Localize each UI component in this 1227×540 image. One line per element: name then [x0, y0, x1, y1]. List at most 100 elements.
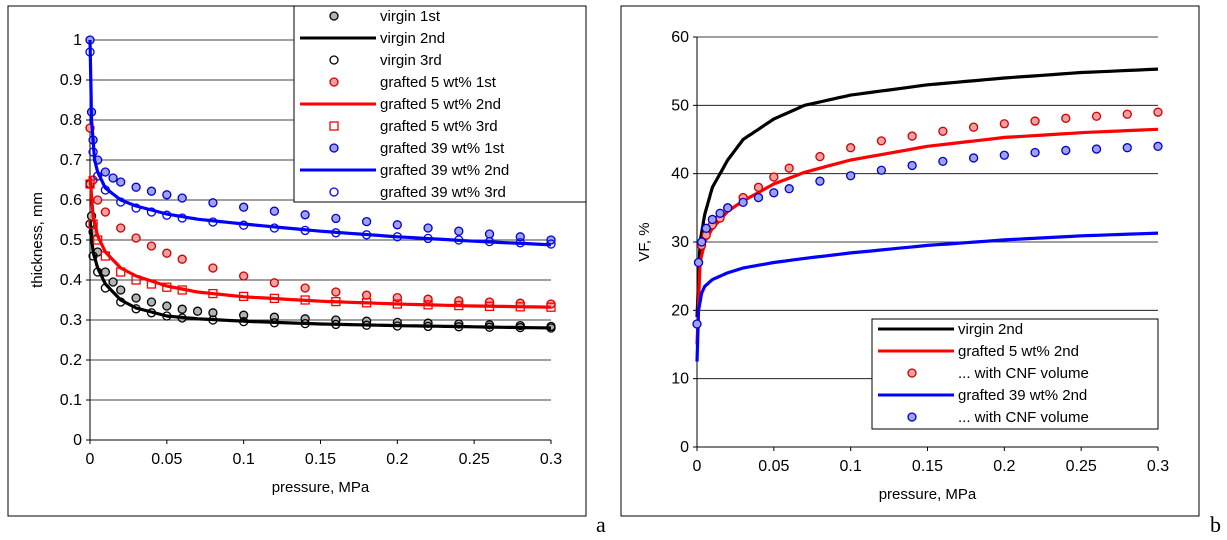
chart-frame	[620, 5, 1200, 517]
data-point	[177, 313, 187, 323]
x-tick-label: 0.25	[1066, 458, 1097, 475]
data-point	[85, 47, 95, 57]
data-point	[907, 131, 917, 141]
legend-label: virgin 3rd	[380, 52, 442, 69]
legend-label: grafted 39 wt% 1st	[380, 140, 505, 157]
data-point	[300, 210, 310, 220]
x-tick-label: 0.3	[1147, 458, 1169, 475]
legend-label: grafted 5 wt% 1st	[380, 74, 497, 91]
data-point	[100, 207, 111, 217]
panel-label-b: b	[1210, 512, 1221, 537]
data-point	[546, 302, 556, 312]
data-point	[208, 263, 218, 273]
data-point	[999, 150, 1009, 160]
legend-label: grafted 39 wt% 3rd	[380, 184, 506, 201]
data-point	[331, 296, 341, 307]
series-5	[85, 179, 556, 312]
data-point	[784, 184, 794, 194]
data-point	[100, 283, 111, 293]
data-point	[515, 322, 525, 333]
series-8	[85, 47, 556, 249]
y-tick-label: 20	[671, 302, 689, 319]
data-point	[546, 239, 556, 249]
x-tick-label: 0.3	[540, 451, 562, 468]
data-point	[269, 293, 280, 304]
x-tick-label: 0.15	[305, 451, 336, 468]
data-point	[93, 267, 103, 277]
data-point	[715, 208, 725, 218]
data-point	[484, 301, 495, 312]
x-tick-label: 0	[86, 451, 95, 468]
data-point	[208, 308, 218, 318]
data-point	[131, 182, 141, 192]
data-point	[88, 147, 98, 157]
data-point	[146, 207, 157, 217]
data-point	[239, 316, 249, 327]
data-point	[131, 203, 141, 213]
data-point	[738, 197, 748, 208]
y-tick-label: 0	[680, 439, 689, 456]
data-point	[696, 237, 707, 247]
data-point	[208, 198, 218, 208]
data-point	[938, 156, 948, 167]
data-point	[692, 319, 702, 329]
data-point	[707, 214, 718, 225]
data-point	[131, 293, 141, 303]
data-point	[361, 290, 372, 300]
legend: virgin 2nd grafted 5 wt% 2nd ... with CNF …	[871, 318, 1159, 430]
data-point	[1122, 143, 1132, 153]
chart-b-volume-fraction: 0 10 20 30 40 50 60 0 0.05 0.1 0.15 0.2 0.25 0.3 press…	[620, 5, 1200, 517]
y-tick-label: 0.7	[60, 152, 82, 169]
data-point	[208, 217, 218, 227]
series-6	[85, 35, 556, 245]
data-point	[1122, 109, 1132, 119]
data-point	[100, 167, 111, 177]
data-point	[116, 197, 126, 207]
series-line	[695, 67, 1159, 318]
data-point	[423, 300, 433, 310]
y-tick-label: 50	[671, 97, 689, 114]
data-point	[999, 119, 1009, 129]
data-point	[239, 271, 249, 281]
data-point	[846, 143, 856, 153]
y-tick-label: 0	[73, 432, 82, 449]
data-point	[546, 323, 556, 333]
data-point	[454, 296, 464, 306]
data-point	[239, 310, 249, 320]
data-point	[239, 291, 249, 302]
y-tick-label: 1	[73, 32, 82, 49]
x-tick-label: 0.05	[151, 451, 182, 468]
y-tick-label: 0.3	[60, 312, 82, 329]
data-point	[131, 275, 141, 285]
data-point	[146, 297, 157, 307]
data-point	[392, 220, 402, 230]
data-point	[177, 193, 187, 203]
data-point	[162, 248, 172, 258]
data-point	[361, 320, 372, 330]
legend-swatch	[907, 368, 917, 378]
data-point	[146, 308, 157, 318]
data-point	[116, 285, 126, 295]
legend-label: virgin 2nd	[958, 321, 1023, 338]
series-7	[88, 39, 552, 247]
y-axis-label: VF, %	[636, 222, 653, 261]
data-point	[484, 229, 495, 239]
legend-box	[871, 318, 1159, 430]
data-point	[454, 300, 464, 311]
y-axis-label: thickness, mm	[29, 192, 46, 288]
data-point	[208, 288, 218, 299]
data-point	[515, 302, 525, 312]
y-tick-label: 0.1	[60, 392, 82, 409]
data-point	[300, 225, 310, 236]
series-line	[88, 39, 552, 247]
data-point	[1091, 144, 1102, 154]
data-point	[423, 321, 433, 332]
data-point	[1030, 116, 1040, 126]
data-point	[723, 203, 733, 213]
data-point	[116, 223, 126, 233]
data-point	[693, 257, 704, 268]
series-3	[695, 231, 1159, 362]
x-tick-label: 0.25	[459, 451, 490, 468]
data-point	[907, 160, 917, 171]
